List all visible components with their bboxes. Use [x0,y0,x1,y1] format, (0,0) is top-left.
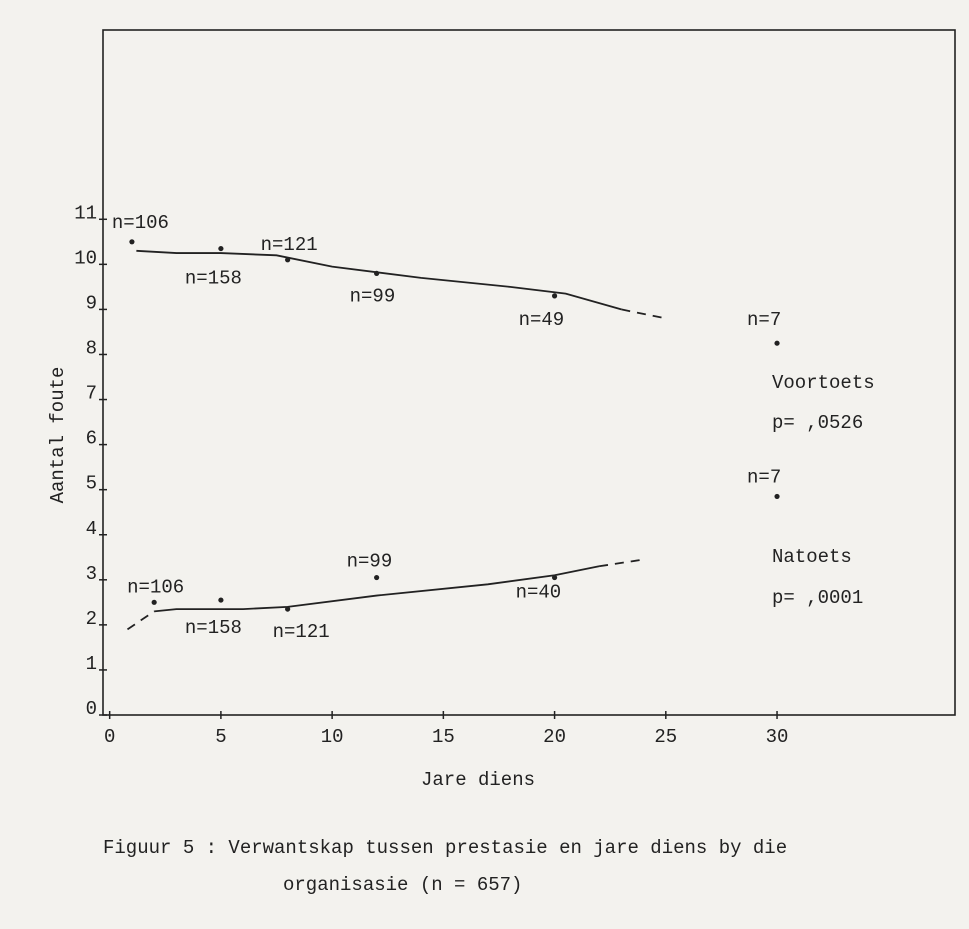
caption-line: organisasie (n = 657) [283,874,522,896]
data-point [218,597,224,603]
trend-line [154,565,600,613]
point-label: n=158 [185,268,242,290]
point-label: n=121 [273,621,330,643]
y-tick-label: 6 [86,428,97,450]
caption-line: Figuur 5 : Verwantskap tussen prestasie … [103,837,787,859]
point-label: n=40 [516,582,562,604]
data-point [285,257,291,263]
point-label: n=158 [185,617,242,639]
point-label: n=106 [112,212,169,234]
x-tick-label: 30 [766,726,789,748]
data-point [151,599,157,605]
data-point [774,340,780,346]
data-point [551,574,558,581]
point-label: n=99 [350,285,396,307]
annotation: Voortoets [772,372,875,394]
annotation: p= ,0526 [772,412,863,434]
y-tick-label: 10 [74,247,97,269]
trend-line [126,610,155,631]
point-label: n=106 [127,576,184,598]
y-tick-label: 1 [86,653,97,675]
y-tick-label: 4 [86,518,97,540]
data-point [218,245,224,252]
x-tick-label: 0 [104,726,115,748]
y-tick-label: 9 [86,292,97,314]
y-axis-label: Aantal foute [47,367,69,504]
point-label: n=7 [747,466,781,488]
trend-line [598,558,644,568]
x-tick-label: 5 [215,726,226,748]
y-tick-label: 5 [86,473,97,495]
plot-frame [102,29,956,716]
y-tick-label: 11 [74,202,97,224]
y-tick-label: 3 [86,563,97,585]
point-label: n=121 [261,234,318,256]
trend-line [621,308,666,320]
annotation: p= ,0001 [772,587,863,609]
annotation: Natoets [772,546,852,568]
y-tick-label: 7 [86,383,97,405]
point-label: n=99 [347,551,393,573]
x-tick-label: 10 [321,726,344,748]
x-axis-label: Jare diens [421,769,535,791]
trend-line [136,249,622,311]
x-tick-label: 15 [432,726,455,748]
data-point [551,293,558,299]
y-tick-label: 2 [86,608,97,630]
data-point [285,606,291,612]
point-label: n=49 [519,309,565,331]
data-point [774,493,780,500]
y-tick-label: 8 [86,337,97,359]
data-point [374,270,380,276]
x-tick-label: 20 [543,726,566,748]
point-label: n=7 [747,309,781,331]
y-tick-label: 0 [86,698,97,720]
data-point [129,239,135,245]
data-point [374,574,380,581]
x-tick-label: 25 [654,726,677,748]
